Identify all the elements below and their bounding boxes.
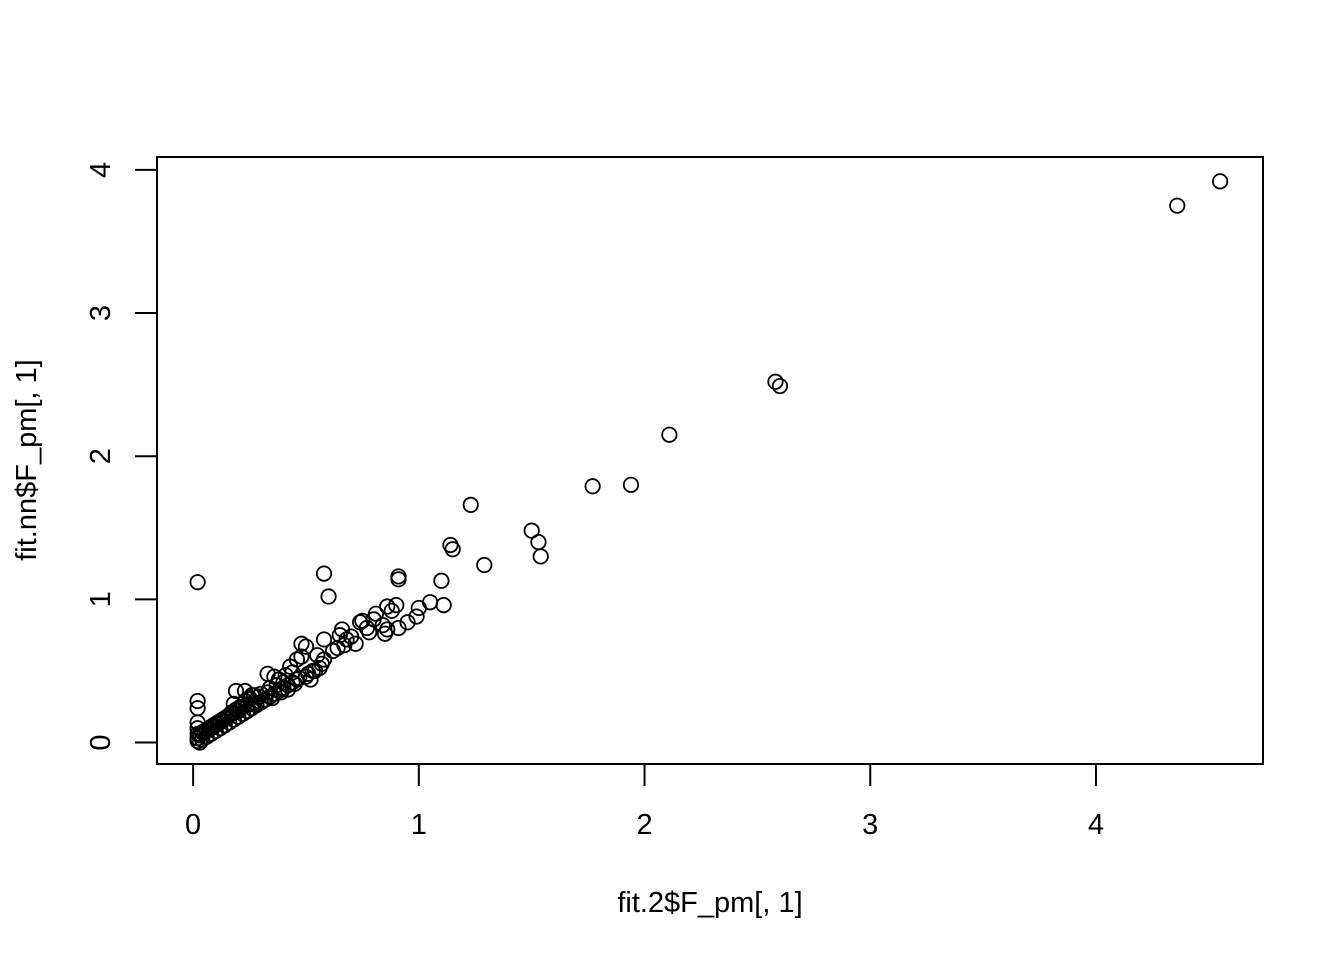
- scatter-point: [376, 625, 394, 642]
- scatter-point: [379, 598, 396, 615]
- scatter-point: [661, 426, 678, 443]
- scatter-point: [532, 548, 549, 565]
- scatter-point: [584, 478, 601, 495]
- scatter-point: [214, 712, 231, 730]
- scatter-point: [293, 635, 310, 652]
- scatter-point: [390, 571, 407, 588]
- scatter-point: [771, 377, 789, 395]
- scatter-point: [422, 594, 439, 611]
- scatter-point: [324, 642, 342, 660]
- scatter-point: [270, 682, 287, 700]
- scatter-point: [191, 727, 208, 744]
- scatter-point: [297, 668, 315, 685]
- scatter-point: [462, 496, 479, 513]
- scatter-point: [261, 688, 278, 705]
- scatter-point: [227, 701, 245, 718]
- scatter-point: [320, 588, 337, 605]
- scatter-point: [1169, 197, 1186, 214]
- y-tick-label: 1: [85, 591, 117, 607]
- x-axis: 0 1 2 3 4: [185, 763, 1104, 841]
- scatter-point: [297, 638, 315, 655]
- scatter-point: [352, 614, 369, 631]
- scatter-point: [209, 715, 227, 733]
- scatter-point: [306, 662, 324, 680]
- scatter-point: [435, 596, 452, 614]
- scatter-point: [236, 692, 254, 710]
- scatter-point: [279, 677, 297, 694]
- scatter-point: [331, 627, 348, 644]
- scatter-point: [227, 682, 245, 700]
- x-tick-label: 0: [185, 809, 201, 841]
- y-tick-label: 3: [85, 305, 117, 321]
- scatter-points: [189, 173, 1229, 751]
- x-tick-label: 3: [862, 809, 878, 841]
- scatter-point: [433, 572, 450, 589]
- scatter-point: [767, 373, 784, 390]
- scatter-point: [200, 721, 218, 738]
- x-tick-label: 4: [1088, 809, 1104, 841]
- plot-frame: [156, 156, 1264, 765]
- scatter-point: [315, 565, 333, 582]
- y-axis: 0 1 2 3 4: [85, 162, 158, 751]
- scatter-point: [390, 619, 407, 637]
- scatter-point: [309, 647, 326, 664]
- scatter-point: [476, 556, 493, 574]
- scatter-point: [622, 476, 640, 493]
- scatter-point: [196, 724, 213, 741]
- scatter-point: [410, 599, 427, 617]
- scatter-point: [189, 574, 206, 591]
- scatter-point: [223, 704, 240, 721]
- x-axis-title: fit.2$F_pm[, 1]: [617, 887, 802, 919]
- scatter-point: [189, 692, 206, 710]
- scatter-point: [1212, 173, 1229, 190]
- y-axis-title: fit.nn$F_pm[, 1]: [11, 359, 43, 561]
- scatter-point: [399, 614, 416, 631]
- scatter-point: [444, 541, 461, 558]
- scatter-point: [315, 631, 333, 648]
- scatter-point: [329, 639, 346, 657]
- scatter-point: [257, 691, 274, 708]
- scatter-point: [284, 674, 301, 691]
- scatter-point: [259, 665, 276, 682]
- scatter-point: [241, 690, 258, 707]
- scatter-point: [282, 658, 299, 675]
- y-tick-label: 0: [85, 734, 117, 750]
- scatter-point: [530, 534, 547, 551]
- scatter-point: [225, 711, 242, 728]
- x-tick-label: 1: [411, 809, 427, 841]
- scatter-point: [354, 612, 371, 629]
- scatter-point: [275, 680, 292, 697]
- scatter-point: [205, 718, 222, 735]
- scatter-point: [266, 685, 283, 702]
- scatter-point: [408, 608, 425, 625]
- y-tick-label: 4: [85, 162, 117, 178]
- scatter-point: [383, 602, 400, 619]
- scatter-point: [293, 648, 310, 665]
- scatter-point: [245, 687, 263, 704]
- x-tick-label: 2: [636, 809, 652, 841]
- y-tick-label: 2: [85, 448, 117, 464]
- scatter-point: [288, 671, 306, 688]
